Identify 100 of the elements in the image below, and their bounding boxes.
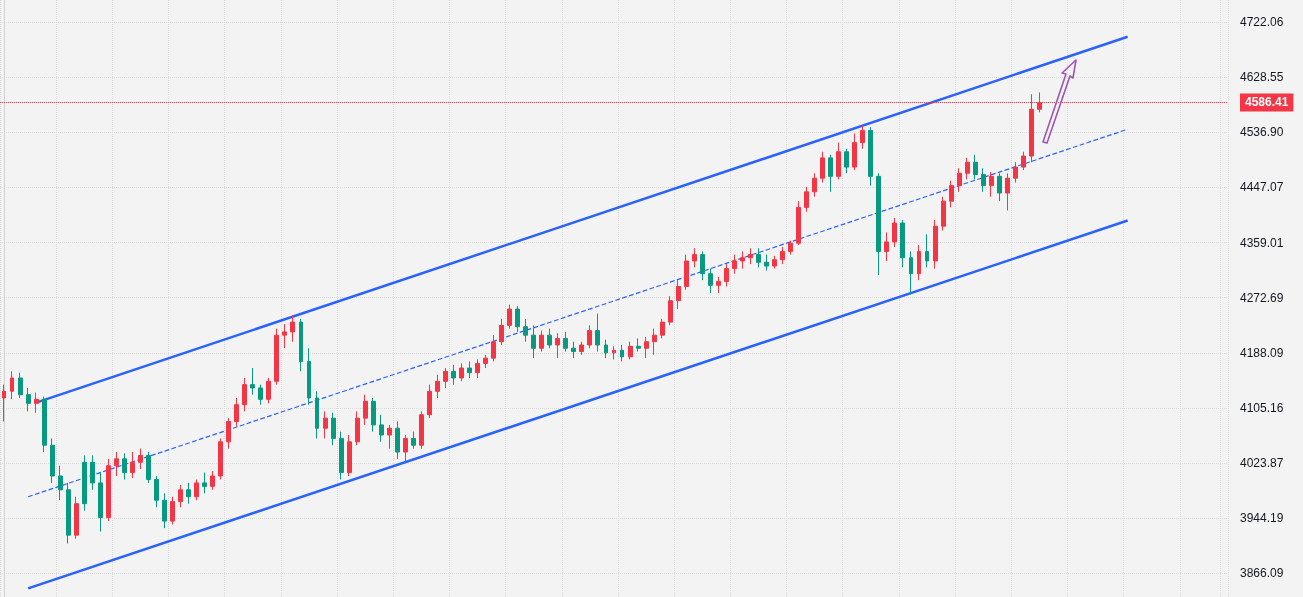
y-tick-label: 4536.90 [1240, 125, 1284, 140]
candlestick [379, 414, 384, 443]
candlestick [989, 171, 994, 198]
candlestick [339, 431, 344, 480]
candlestick [692, 247, 697, 268]
candlestick [796, 200, 801, 246]
candlestick [981, 167, 986, 193]
candlestick [660, 318, 665, 339]
candlestick [555, 332, 560, 359]
candlestick [652, 328, 657, 356]
candlestick [668, 295, 673, 326]
candlestick [355, 410, 360, 446]
candlestick [274, 328, 279, 386]
candlestick [34, 392, 39, 414]
candlestick [909, 250, 913, 295]
candlestick [620, 344, 624, 362]
candlestick [579, 341, 584, 356]
candlestick [515, 305, 520, 333]
candlestick [828, 154, 833, 193]
candlestick [836, 142, 841, 180]
y-tick-label: 4359.01 [1240, 235, 1284, 250]
candlestick [307, 347, 311, 406]
candlestick [531, 324, 536, 359]
candlestick [98, 472, 103, 533]
candlestick [595, 313, 600, 353]
candlestick [973, 154, 978, 180]
candlestick [106, 458, 111, 522]
candlestick [323, 410, 328, 439]
candlestick [820, 151, 825, 184]
candlestick [443, 367, 448, 389]
candlestick [403, 434, 408, 463]
candlestick [162, 492, 167, 529]
candlestick [941, 196, 946, 232]
candlestick [571, 341, 576, 359]
candlestick [917, 244, 921, 281]
candlestick [146, 451, 151, 484]
candlestick [676, 279, 681, 310]
candlestick [10, 370, 14, 400]
y-tick-label: 3944.19 [1240, 511, 1284, 526]
y-tick-label: 4628.55 [1240, 70, 1284, 85]
candlestick [732, 254, 737, 275]
y-tick-label: 4105.16 [1240, 400, 1284, 415]
candlestick [90, 454, 95, 491]
candlestick [1021, 151, 1026, 171]
candlestick [315, 390, 319, 439]
candlestick [427, 384, 432, 419]
candlestick [900, 219, 905, 268]
candlestick [435, 374, 440, 399]
candlestick [876, 172, 881, 276]
y-tick-label: 3866.09 [1240, 566, 1284, 581]
candlestick [130, 451, 135, 479]
candlestick [371, 397, 376, 433]
candlestick [58, 465, 63, 501]
candlestick [740, 250, 745, 270]
candlestick [748, 247, 753, 265]
candlestick [218, 437, 223, 480]
candlestick [804, 186, 809, 213]
candlestick [499, 318, 504, 346]
candlestick [933, 219, 938, 270]
candlestick [756, 247, 761, 268]
candlestick [451, 364, 456, 386]
candlestick [636, 337, 641, 353]
candlestick [459, 362, 464, 382]
candlestick [266, 377, 271, 404]
candlestick [547, 328, 552, 349]
candlestick [467, 360, 472, 379]
candlestick [282, 323, 287, 349]
candlestick [563, 331, 568, 353]
candlestick [644, 336, 649, 359]
candlestick [780, 246, 785, 265]
candlestick [684, 254, 689, 291]
candlestick [387, 424, 392, 450]
candlestick [523, 318, 528, 343]
y-tick-label: 4023.87 [1240, 456, 1284, 471]
candlestick [604, 339, 608, 359]
candlestick [66, 482, 71, 545]
candlestick [700, 250, 705, 281]
candlestick [242, 377, 247, 412]
candlestick [2, 384, 6, 422]
candlestick [74, 496, 79, 540]
candlestick [788, 240, 793, 256]
candlestick [860, 125, 865, 150]
y-tick-label: 4722.06 [1240, 15, 1284, 30]
candlestick [612, 345, 616, 360]
candlestick [539, 330, 544, 353]
candlestick [138, 448, 143, 470]
candlestick [716, 276, 721, 294]
candlestick [363, 394, 368, 426]
candlestick [884, 231, 889, 262]
candlestick [122, 452, 127, 480]
candlestick [331, 412, 336, 446]
y-tick-label: 4188.09 [1240, 345, 1284, 360]
candlestick [250, 367, 255, 396]
y-tick-label: 4272.69 [1240, 290, 1284, 305]
candlestick [226, 417, 231, 450]
candlestick [708, 268, 713, 294]
candlestick [957, 167, 962, 193]
candlestick [18, 372, 23, 399]
candlestick [997, 172, 1002, 202]
candlestick [154, 475, 159, 508]
